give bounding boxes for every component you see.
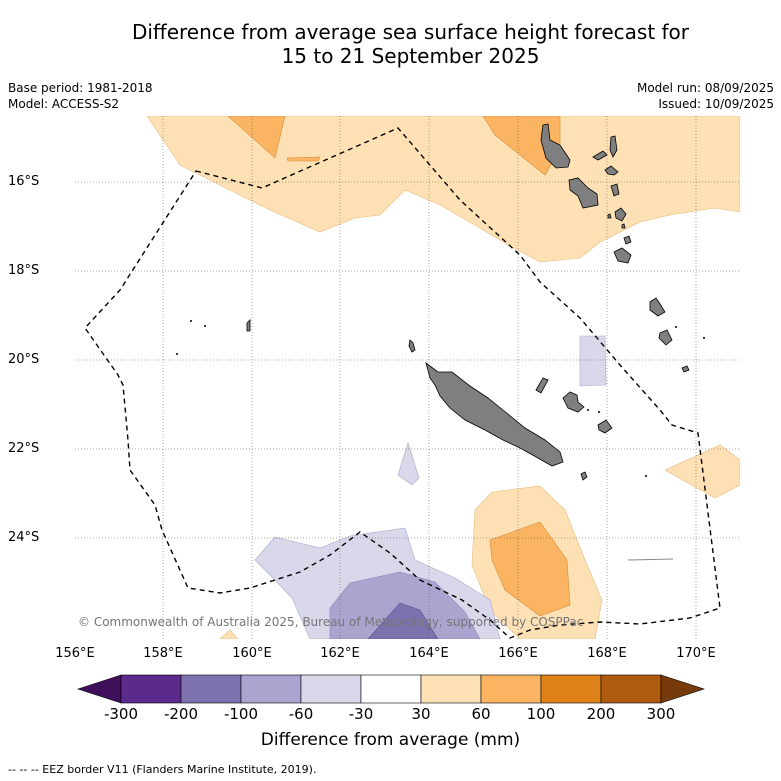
lon-label-158e: 158°E — [143, 646, 183, 661]
lon-label-164e: 164°E — [409, 646, 449, 661]
colorbar-bin-2 — [180, 674, 242, 704]
vanuatu-anatom — [649, 297, 666, 317]
colorbar-tick-30: 30 — [411, 705, 431, 723]
colorbar-tick-neg300: -300 — [103, 705, 139, 723]
minor-contour-line — [627, 558, 674, 561]
colorbar-title: Difference from average (mm) — [260, 730, 521, 750]
tiny-islet-e — [598, 411, 600, 413]
loyalty-island-mare — [597, 419, 613, 434]
meta-right: Model run: 08/09/2025 Issued: 10/09/2025 — [637, 80, 774, 112]
title-line-2: 15 to 21 September 2025 — [281, 44, 540, 68]
vanuatu-erromango — [613, 247, 632, 264]
meta-left: Base period: 1981-2018 Model: ACCESS-S2 — [8, 80, 153, 112]
lon-label-166e: 166°E — [498, 646, 538, 661]
colorbar-tick-neg60: -60 — [288, 705, 314, 723]
colorbar-bin-7 — [480, 674, 542, 704]
anomaly-60-100-north-b — [286, 156, 321, 162]
colorbar-tick-60: 60 — [471, 705, 491, 723]
colorbar-bin-9 — [600, 674, 662, 704]
lon-label-160e: 160°E — [232, 646, 272, 661]
anomaly-30-60-southwest-tip — [219, 629, 239, 639]
colorbar-tick-300: 300 — [646, 705, 676, 723]
tiny-islet-d — [587, 409, 589, 411]
anomaly-60-100-southeast — [489, 521, 571, 617]
lat-label-22s: 22°S — [8, 441, 40, 456]
title-line-1: Difference from average sea surface heig… — [131, 20, 690, 44]
colorbar-tick-neg200: -200 — [163, 705, 199, 723]
loyalty-island-ouvea — [535, 377, 549, 394]
lon-label-162e: 162°E — [320, 646, 360, 661]
colorbar-tick-neg100: -100 — [223, 705, 259, 723]
tiny-islet-c — [176, 353, 178, 355]
vanuatu-espiritu-santo — [540, 123, 571, 169]
anomaly-60-100-north-c — [482, 116, 561, 176]
lon-label-156e: 156°E — [55, 646, 95, 661]
colorbar-bin-5 — [360, 674, 422, 704]
tiny-islet-a — [190, 320, 192, 322]
vanuatu-malakula — [568, 177, 599, 209]
tiny-islet-h — [645, 475, 647, 477]
new-caledonia-landmass — [425, 361, 564, 467]
anomaly-60-100-north-a — [227, 116, 286, 159]
colorbar-extend-low — [77, 674, 122, 704]
island-east-1 — [658, 329, 673, 346]
loyalty-island-lifou — [562, 391, 585, 413]
vanuatu-tanna — [623, 235, 632, 245]
map-area — [75, 116, 740, 639]
graticule — [75, 116, 740, 639]
isle-of-pines — [580, 471, 588, 481]
lat-label-24s: 24°S — [8, 530, 40, 545]
vanuatu-pentecost — [609, 135, 618, 158]
eez-legend-footer: -- -- -- EEZ border V11 (Flanders Marine… — [8, 763, 317, 776]
vanuatu-epi — [610, 183, 620, 197]
colorbar-tick-100: 100 — [526, 705, 556, 723]
tiny-islets — [176, 320, 705, 477]
lat-label-16s: 16°S — [8, 174, 40, 189]
tiny-islet-f — [675, 326, 677, 328]
anomaly-neg30-60-east — [579, 335, 607, 387]
issued-label: Issued: 10/09/2025 — [658, 97, 774, 111]
small-islet-b — [621, 223, 626, 229]
vanuatu-ambrym — [604, 165, 619, 176]
colorbar-tick-200: 200 — [586, 705, 616, 723]
colorbar-bin-6 — [420, 674, 482, 704]
vanuatu-ambae — [592, 150, 608, 161]
anomaly-neg30-60-central — [397, 441, 420, 486]
copyright-text: © Commonwealth of Australia 2025, Bureau… — [78, 615, 583, 629]
lat-label-20s: 20°S — [8, 352, 40, 367]
colorbar-tick-neg30: -30 — [348, 705, 374, 723]
colorbar-bin-8 — [540, 674, 602, 704]
lat-label-18s: 18°S — [8, 263, 40, 278]
land-masses — [246, 123, 690, 481]
base-period-label: Base period: 1981-2018 — [8, 81, 153, 95]
chesterfield-islet — [246, 319, 251, 332]
anomaly-neg100-200-south — [367, 602, 439, 639]
model-run-label: Model run: 08/09/2025 — [636, 81, 774, 95]
island-north-ncal — [408, 339, 416, 353]
small-islet-a — [607, 213, 612, 219]
colorbar-bin-3 — [240, 674, 302, 704]
colorbar-bin-4 — [300, 674, 362, 704]
lon-label-168e: 168°E — [587, 646, 627, 661]
anomaly-30-60-north — [146, 116, 740, 263]
colorbar-bin-1 — [120, 674, 182, 704]
tiny-islet-g — [703, 337, 705, 339]
lon-label-170e: 170°E — [676, 646, 716, 661]
colorbar — [77, 674, 705, 704]
vanuatu-efate — [614, 207, 627, 222]
eez-border — [84, 127, 721, 639]
chart-title: Difference from average sea surface heig… — [0, 20, 781, 68]
colorbar-extend-high — [660, 674, 705, 704]
tiny-islet-b — [204, 325, 206, 327]
model-label: Model: ACCESS-S2 — [8, 97, 120, 111]
island-east-2 — [681, 365, 690, 373]
